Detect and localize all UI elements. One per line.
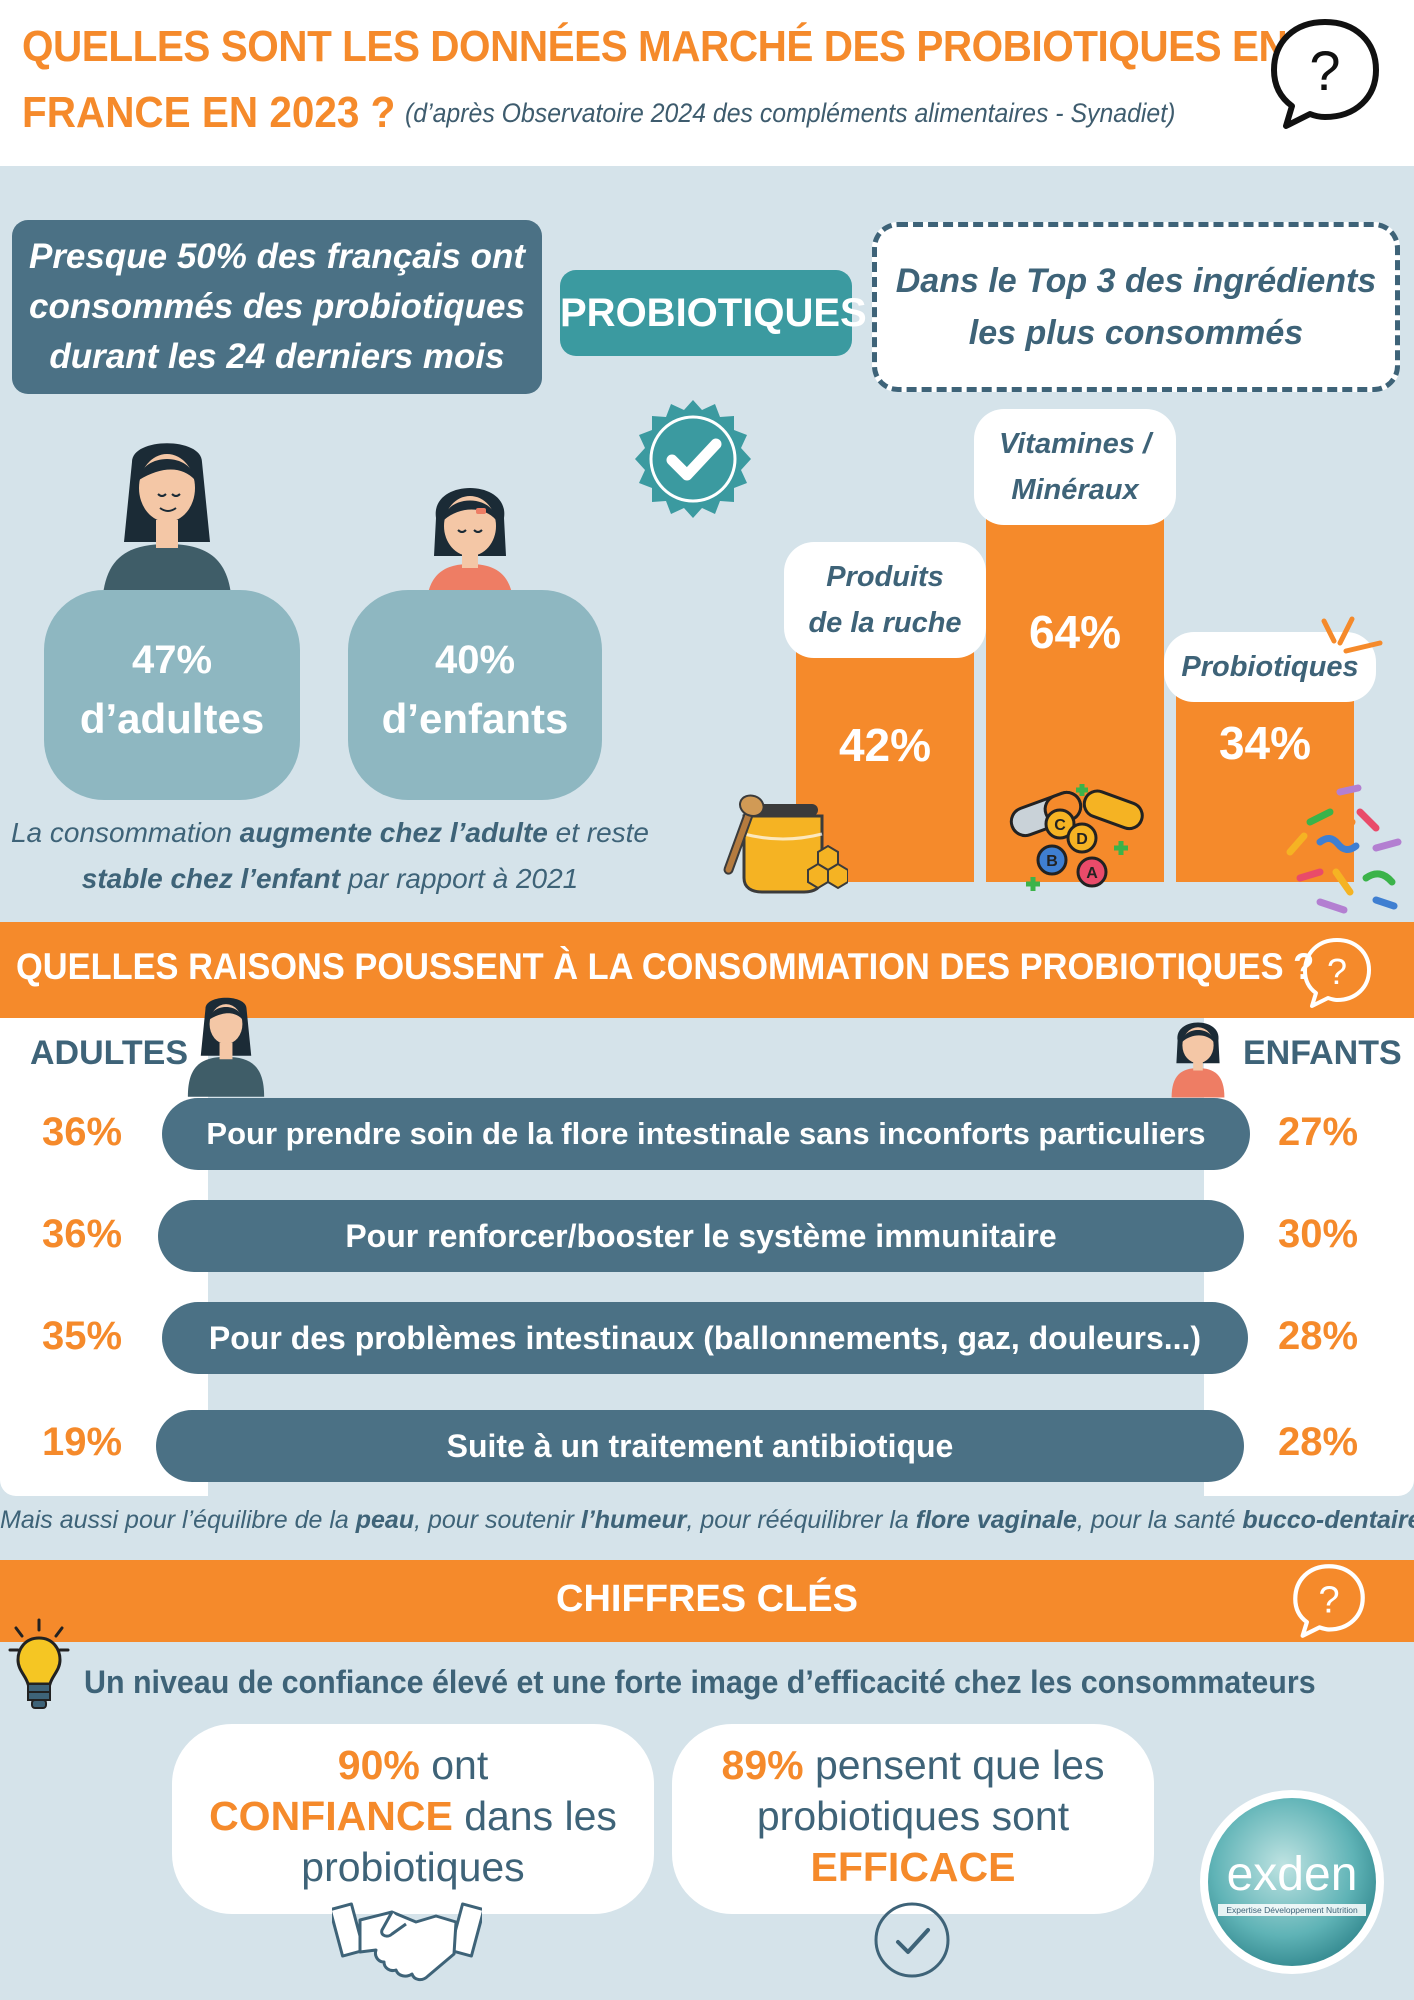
confidence-keyword: CONFIANCE (209, 1793, 453, 1839)
reason-1-adults-pct: 36% (42, 1110, 123, 1154)
reason-4-pill: Suite à un traitement antibiotique (156, 1410, 1244, 1482)
adults-percentage: 47% (131, 638, 213, 682)
honey-jar-icon (723, 794, 848, 894)
headline-box: Presque 50% des français ont consommés d… (12, 220, 542, 394)
efficacy-keyword: EFFICACE (810, 1844, 1016, 1890)
other-reasons-note: Mais aussi pour l’équilibre de la peau, … (0, 1506, 1414, 1535)
note-bold: l’humeur (580, 1506, 687, 1534)
bar-label-line: Minéraux (1011, 473, 1139, 506)
card-text: probiotiques (301, 1844, 525, 1890)
card-text: probiotiques sont (756, 1793, 1070, 1839)
note-text: Mais aussi pour l’équilibre de la (0, 1506, 356, 1534)
svg-text:?: ? (1309, 39, 1340, 102)
consumption-note: La consommation augmente chez l’adulte e… (0, 810, 660, 902)
headline-line3: durant les 24 derniers mois (49, 337, 505, 376)
girl-icon (1171, 1022, 1225, 1098)
note-bold: peau (355, 1506, 415, 1534)
note-text: par rapport à 2021 (340, 863, 579, 894)
note-bold: flore vaginale (915, 1506, 1077, 1534)
svg-text:?: ? (1318, 1580, 1339, 1622)
handshake-icon (332, 1902, 482, 1982)
page-title-line2: FRANCE EN 2023 ? (22, 88, 396, 137)
reason-3-pill: Pour des problèmes intestinaux (ballonne… (162, 1302, 1248, 1374)
bar-value-ruche: 42% (838, 718, 932, 771)
svg-text:A: A (1086, 865, 1098, 882)
bar-label-line: Probiotiques (1181, 651, 1359, 684)
reason-3-children-pct: 28% (1278, 1314, 1359, 1358)
reasons-title: QUELLES RAISONS POUSSENT À LA CONSOMMATI… (16, 946, 1315, 987)
reason-2-adults-pct: 36% (42, 1212, 123, 1256)
page-title-line1: QUELLES SONT LES DONNÉES MARCHÉ DES PROB… (22, 22, 1288, 71)
check-badge-icon (635, 400, 751, 518)
bar-label-vitamines: Vitamines / Minéraux (974, 408, 1176, 525)
note-text: , pour rééquilibrer la (686, 1506, 916, 1534)
note-bold: bucco-dentaire (1242, 1506, 1414, 1534)
confidence-statement: Un niveau de confiance élevé et une fort… (84, 1664, 1316, 1700)
adults-label: d’adultes (79, 695, 265, 742)
probiotiques-label: PROBIOTIQUES (560, 270, 867, 356)
reason-3-adults-pct: 35% (42, 1314, 123, 1358)
headline-line1: Presque 50% des français ont (28, 237, 526, 276)
top3-line1: Dans le Top 3 des ingrédients (895, 262, 1377, 300)
bar-label-line: de la ruche (808, 606, 962, 639)
confidence-card: 90% ont CONFIANCE dans les probiotiques (172, 1724, 654, 1914)
card-text: dans les (452, 1793, 617, 1839)
reason-2-children-pct: 30% (1278, 1212, 1359, 1256)
efficacy-pct: 89% (721, 1742, 804, 1788)
adult-woman-icon (102, 443, 232, 612)
note-text: , pour la santé (1076, 1506, 1243, 1534)
key-figures-title: CHIFFRES CLÉS (556, 1578, 858, 1620)
exden-logo: exden Expertise Développement Nutrition (1200, 1790, 1384, 1974)
bar-label-line: Produits (826, 560, 944, 593)
card-text: ont (419, 1742, 489, 1788)
reason-4-adults-pct: 19% (42, 1420, 123, 1464)
bar-probiotiques (1176, 676, 1354, 882)
note-bold: stable chez l’enfant (81, 863, 341, 894)
check-circle-icon (874, 1902, 950, 1978)
note-text: , pour soutenir (414, 1506, 581, 1534)
efficacy-card: 89% pensent que les probiotiques sont EF… (672, 1724, 1154, 1914)
confidence-pct: 90% (337, 1742, 420, 1788)
lightbulb-icon (8, 1618, 70, 1709)
adults-stat-card: 47% d’adultes (44, 590, 300, 800)
reason-1-pill: Pour prendre soin de la flore intestinal… (162, 1098, 1250, 1170)
svg-text:Expertise Développement Nutrit: Expertise Développement Nutrition (1226, 1905, 1358, 1915)
bacteria-icon (1286, 784, 1402, 914)
question-bubble-icon: ? (1293, 1564, 1365, 1638)
question-bubble-icon: ? (1271, 19, 1379, 129)
reason-4-children-pct: 28% (1278, 1420, 1359, 1464)
note-text: La consommation (10, 817, 240, 848)
card-text: pensent que les (803, 1742, 1105, 1788)
question-bubble-icon: ? (1303, 938, 1371, 1008)
children-column-header: ENFANTS (1243, 1034, 1402, 1072)
sparkle-icon (1321, 616, 1383, 654)
bar-label-ruche: Produits de la ruche (784, 541, 986, 658)
bar-value-probiotiques: 34% (1218, 717, 1312, 770)
svg-text:?: ? (1327, 951, 1347, 992)
note-text: et reste (547, 817, 650, 848)
ingredients-bar-chart: Produits de la ruche 42% Vitamines / Minérau… (0, 0, 1414, 900)
vitamins-icon: C D B A (1009, 784, 1144, 891)
top3-line2: les plus consommés (968, 314, 1304, 352)
bar-label-line: Vitamines / (998, 427, 1152, 460)
svg-text:exden: exden (1227, 1848, 1358, 1901)
bar-value-vitamines: 64% (1028, 605, 1122, 658)
svg-text:D: D (1076, 831, 1088, 848)
svg-text:B: B (1046, 853, 1058, 870)
note-bold: augmente chez l’adulte (239, 817, 548, 848)
children-percentage: 40% (434, 638, 516, 682)
reason-1-children-pct: 27% (1278, 1110, 1359, 1154)
key-figures-band (0, 1560, 1414, 1642)
bar-ruche (796, 627, 974, 882)
header (0, 0, 1414, 166)
adults-column-header: ADULTES (30, 1034, 189, 1072)
source-note: (d’après Observatoire 2024 des complémen… (405, 98, 1176, 128)
svg-text:C: C (1054, 817, 1066, 834)
adult-woman-icon (187, 997, 265, 1097)
headline-line2: consommés des probiotiques (29, 287, 525, 326)
reason-2-pill: Pour renforcer/booster le système immuni… (158, 1200, 1244, 1272)
children-stat-card: 40% d’enfants (348, 590, 602, 800)
top3-box: Dans le Top 3 des ingrédients les plus c… (872, 222, 1400, 392)
children-label: d’enfants (381, 695, 569, 742)
